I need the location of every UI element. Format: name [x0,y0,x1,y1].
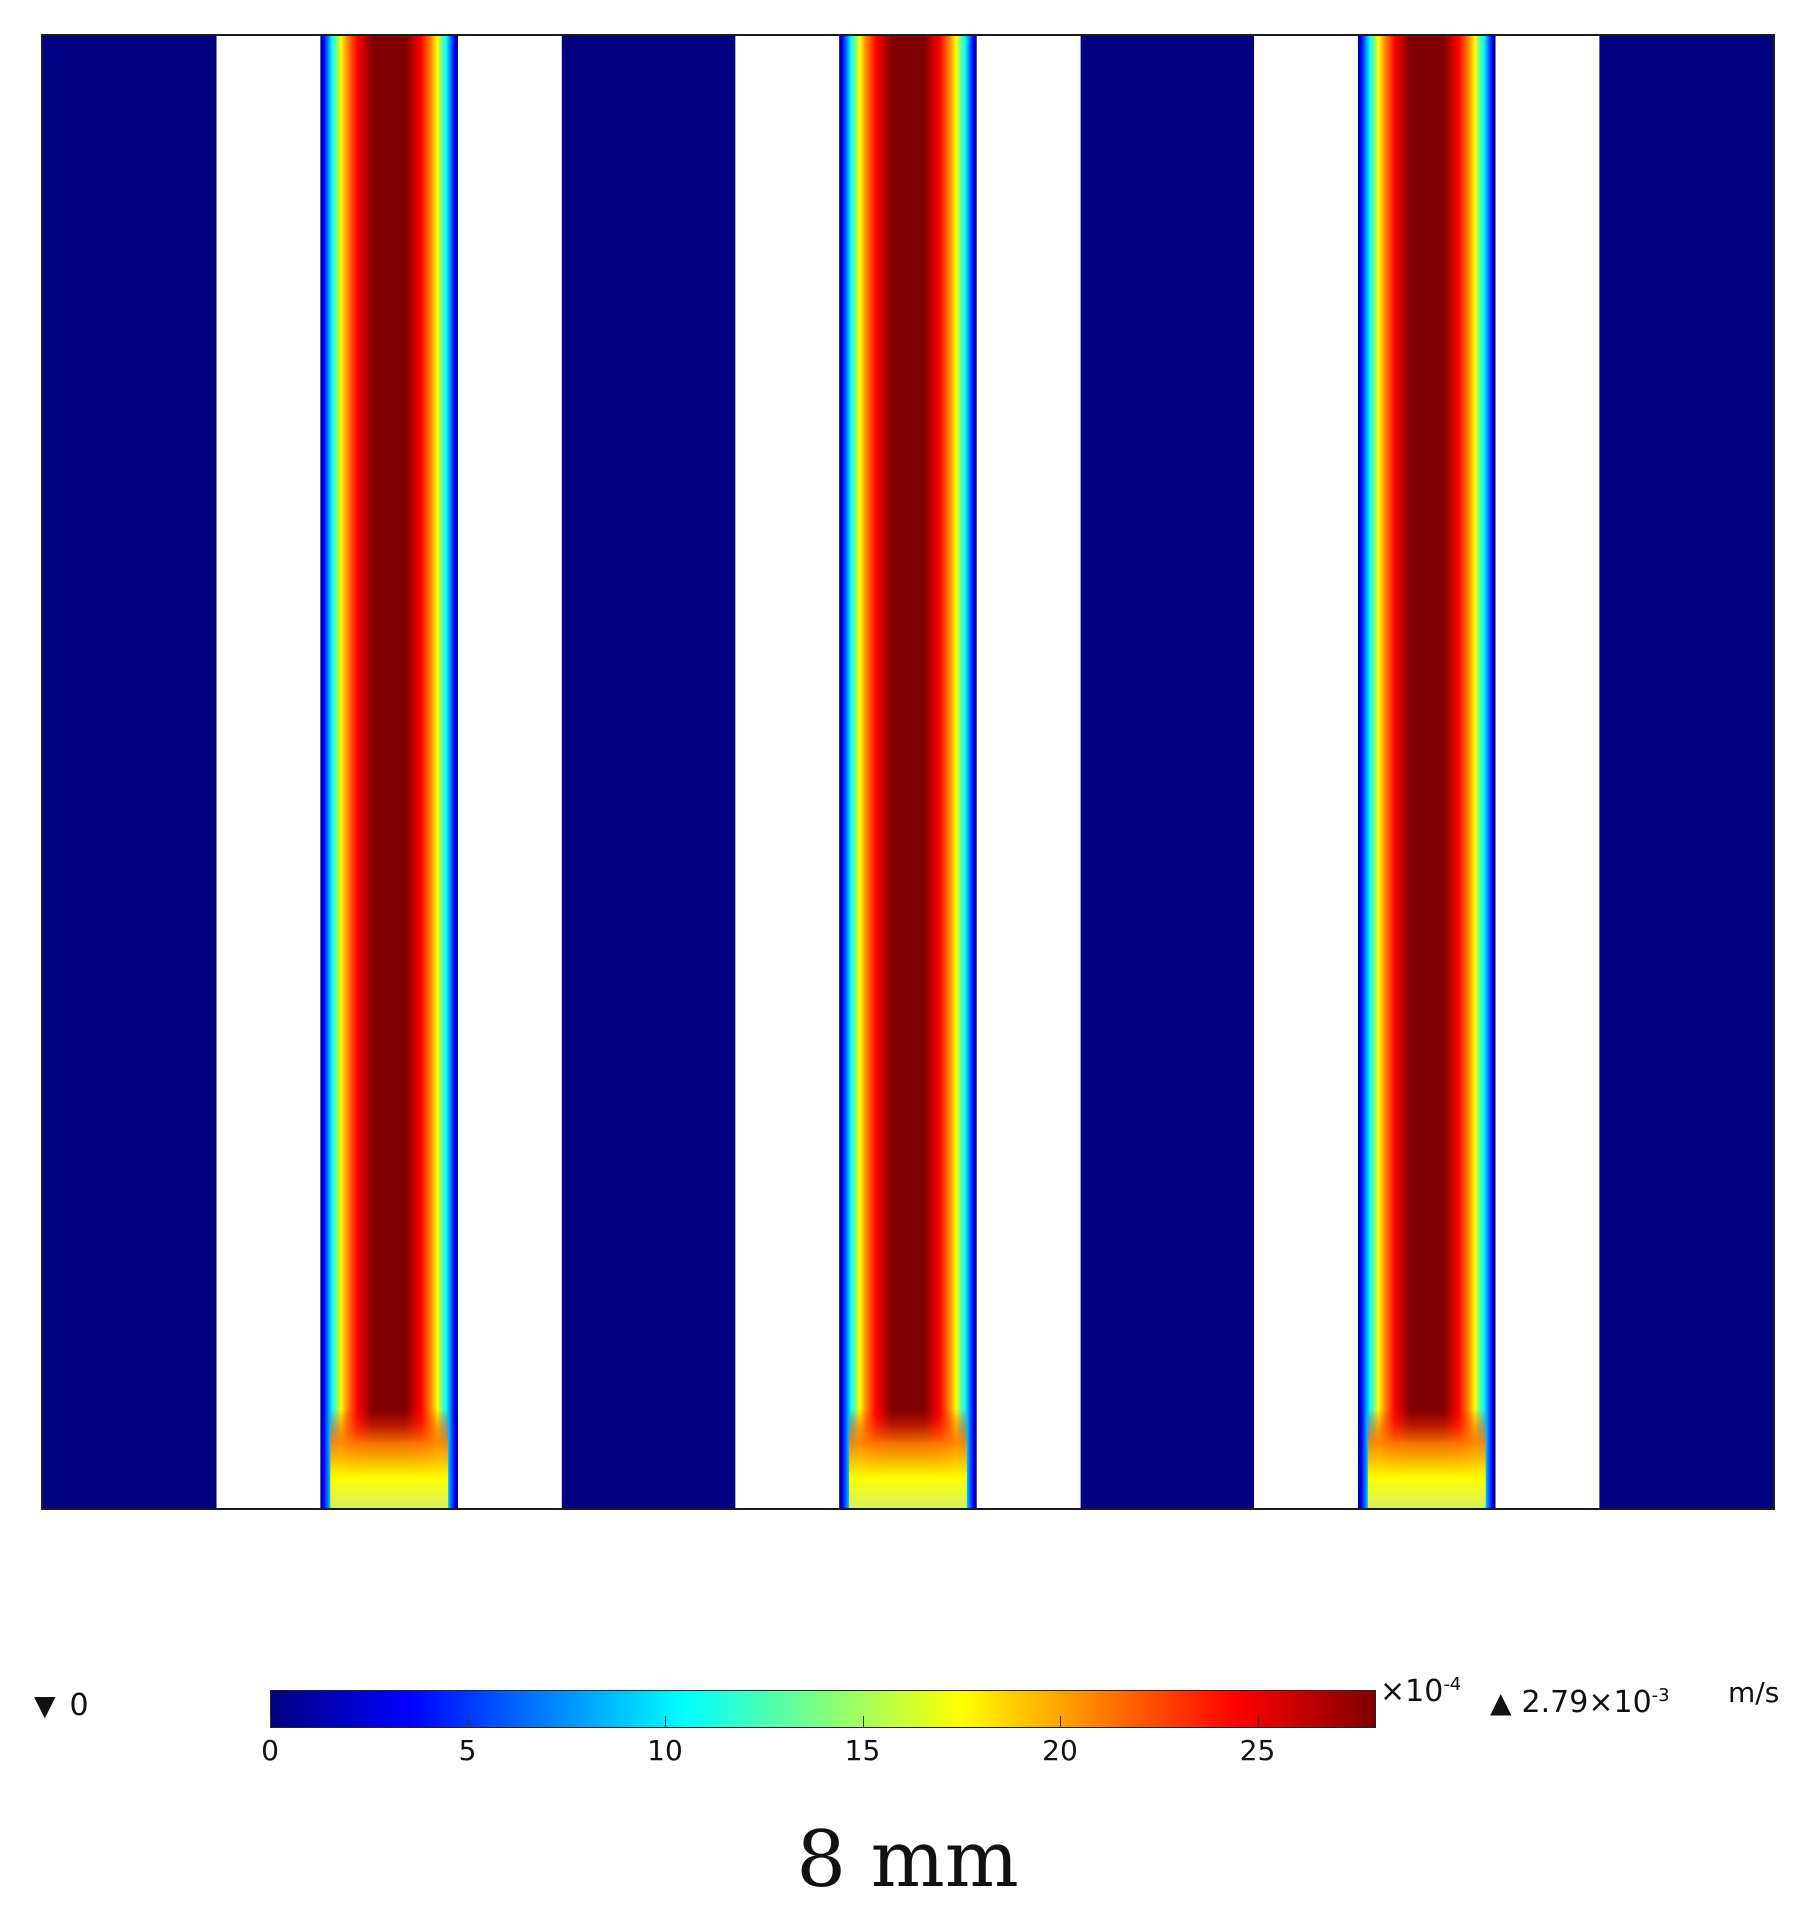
excluded-region [735,36,840,1508]
channel-velocity-profile [839,36,977,1508]
solid-region [1080,36,1255,1508]
colorbar-tick-label: 10 [647,1734,683,1767]
colorbar-tick-label: 5 [458,1734,477,1767]
colorbar [270,1690,1376,1728]
max-value-exponent: -3 [1651,1685,1670,1706]
colorbar-tick-label: 15 [844,1734,881,1767]
solid-region [1599,36,1773,1508]
excluded-region [216,36,321,1508]
colorbar-gradient [271,1691,1375,1727]
figure-caption: 8 mm [796,1815,1019,1905]
colorbar-fill [271,1691,1375,1727]
excluded-region [1495,36,1600,1508]
channel-velocity-profile [1357,36,1496,1508]
channel-inlet-region [1367,1408,1486,1508]
colorbar-tick-mark [1060,1716,1061,1728]
velocity-field-plot [43,36,1773,1508]
flow-channel-2 [839,36,977,1508]
colorbar-tick-mark [467,1716,469,1728]
colorbar-tick-mark [1257,1716,1259,1728]
colorbar-tick-mark [270,1716,271,1728]
flow-channel-1 [320,36,459,1508]
channel-velocity-profile [320,36,459,1508]
colorbar-tick-mark [665,1716,666,1728]
down-triangle-icon: ▼ [34,1689,56,1722]
colorbar-multiplier: ×10-4 [1380,1674,1461,1709]
min-value-marker: ▼ 0 [34,1688,89,1723]
max-value-marker: ▲ 2.79×10-3 [1490,1685,1670,1720]
multiplier-base: ×10 [1380,1674,1444,1709]
excluded-region [1254,36,1358,1508]
channel-inlet-region [330,1408,449,1508]
excluded-region [458,36,562,1508]
min-value-label: 0 [69,1688,89,1723]
solid-region [561,36,736,1508]
colorbar-ticks: 0 5 10 15 20 25 [261,1716,1376,1778]
flow-channel-3 [1357,36,1496,1508]
colorbar-tick-label: 0 [261,1734,279,1767]
unit-label: m/s [1728,1676,1780,1709]
max-value-label: 2.79×10-3 [1522,1685,1670,1720]
multiplier-exponent: -4 [1443,1674,1462,1695]
colorbar-tick-mark [862,1716,864,1728]
up-triangle-icon: ▲ [1490,1686,1512,1719]
colorbar-tick-label: 25 [1239,1734,1276,1767]
max-value-base: 2.79×10 [1521,1685,1652,1720]
excluded-region [976,36,1081,1508]
plot-area [41,34,1775,1510]
colorbar-tick-label: 20 [1042,1734,1078,1767]
solid-region [43,36,217,1508]
channel-inlet-region [849,1408,967,1508]
